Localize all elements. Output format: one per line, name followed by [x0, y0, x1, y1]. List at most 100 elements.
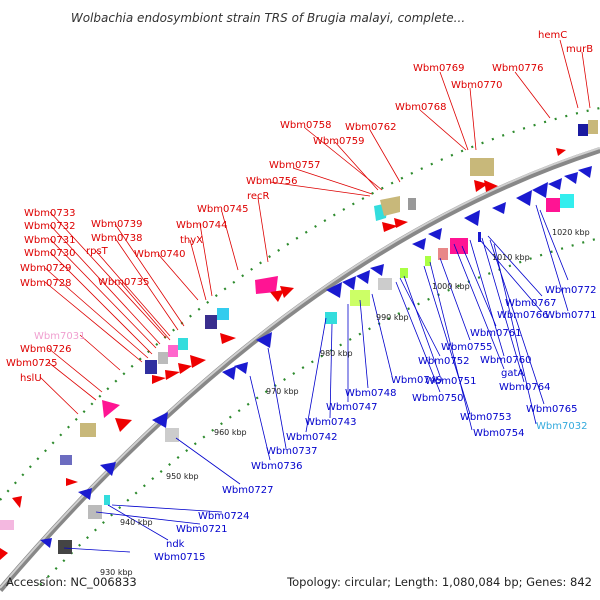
gene-block [516, 190, 532, 206]
accession-text: Accession: NC_006833 [6, 575, 137, 589]
gene-label: recR [247, 191, 270, 202]
gene-label: Wbm0770 [451, 80, 502, 91]
gene-label: thyX [180, 235, 203, 246]
topology-summary: Topology: circular; Length: 1,080,084 bp… [286, 575, 592, 589]
gene-block [152, 375, 166, 384]
gene-label: ndk [166, 539, 185, 550]
gene-block [356, 270, 370, 284]
gene-block [470, 158, 494, 176]
gene-label: Wbm0754 [473, 428, 524, 439]
gene-label: Wbm0742 [286, 432, 337, 443]
gene-label: Wbm0744 [176, 220, 227, 231]
gene-label: Wbm0725 [6, 358, 57, 369]
gene-label: Wbm0756 [246, 176, 297, 187]
gene-label: rpsT [86, 246, 109, 257]
gene-block [492, 202, 506, 214]
gene-label: hemC [538, 30, 567, 41]
gene-label: Wbm0758 [280, 120, 331, 131]
gene-block [428, 228, 442, 240]
gene-block [548, 178, 562, 190]
gene-block [325, 312, 337, 324]
gene-block [40, 538, 52, 548]
gene-block [102, 400, 120, 418]
kbp-label: 990 kbp [376, 313, 409, 322]
gene-block [12, 496, 22, 508]
gene-block [394, 218, 408, 228]
kbp-label: 1000 kbp [432, 282, 470, 291]
gene-block [158, 352, 168, 364]
gene-label: Wbm0729 [20, 263, 71, 274]
gene-label: Wbm0760 [480, 355, 531, 366]
gene-label: Wbm7032 [536, 421, 587, 432]
gene-block [342, 276, 356, 290]
gene-block [60, 455, 72, 465]
gene-block [152, 412, 168, 428]
gene-label: Wbm0737 [266, 446, 317, 457]
gene-block [560, 194, 574, 208]
kbp-label: 940 kbp [120, 518, 153, 527]
gene-block [564, 172, 578, 184]
gene-label: murB [566, 44, 593, 55]
genome-backbone-highlight [0, 147, 600, 589]
gene-label: Wbm0750 [412, 393, 463, 404]
gene-block [350, 290, 370, 306]
gene-block [532, 182, 548, 198]
gene-label: Wbm0721 [176, 524, 227, 535]
gene-block [190, 355, 206, 368]
gene-label: Wbm0747 [326, 402, 377, 413]
gene-block [0, 520, 14, 530]
gene-block [205, 315, 217, 329]
gene-label: gatA [501, 368, 524, 379]
kbp-label: 1020 kbp [552, 228, 590, 237]
gene-block [546, 198, 560, 212]
gene-block [578, 124, 588, 136]
gene-label: Wbm0753 [460, 412, 511, 423]
gene-label: Wbm0771 [545, 310, 596, 321]
gene-label: Wbm0715 [154, 552, 205, 563]
gene-block [100, 462, 116, 476]
genome-backbone [0, 147, 600, 592]
gene-label: Wbm0727 [222, 485, 273, 496]
gene-label: Wbm0765 [526, 404, 577, 415]
reverse-strand-features [40, 166, 592, 554]
kbp-label: 970 kbp [266, 387, 299, 396]
gene-label: Wbm0743 [305, 417, 356, 428]
gene-label: Wbm0726 [20, 344, 71, 355]
gene-block [382, 222, 398, 232]
gene-label: Wbm0769 [413, 63, 464, 74]
gene-block [400, 268, 408, 278]
gene-label: Wbm0761 [470, 328, 521, 339]
gene-block [168, 345, 178, 357]
gene-block [66, 478, 78, 486]
gene-block [408, 198, 416, 210]
reverse-leader-lines [63, 204, 569, 553]
gene-block [484, 180, 498, 192]
gene-label: Wbm0735 [98, 277, 149, 288]
forward-leader-lines [39, 39, 591, 415]
gene-block [178, 363, 192, 374]
gene-block [578, 166, 592, 178]
gene-block [450, 238, 468, 254]
gene-block [464, 210, 480, 226]
gene-label: hslU [20, 373, 42, 384]
forward-gene-labels: hemC murB Wbm0769 Wbm0776 Wbm0770 Wbm076… [6, 30, 593, 384]
gene-block [0, 548, 8, 560]
map-title: Wolbachia endosymbiont strain TRS of Bru… [71, 11, 465, 25]
gene-label: Wbm0724 [198, 511, 249, 522]
gene-block [425, 256, 431, 266]
gene-label: Wbm0767 [505, 298, 556, 309]
gene-label: Wbm0766 [497, 310, 548, 321]
gene-block [165, 428, 179, 442]
gene-block [234, 362, 248, 374]
gene-label: Wbm0740 [134, 249, 185, 260]
gene-block [255, 276, 278, 294]
gene-label: Wbm0748 [345, 388, 396, 399]
gene-block [370, 264, 384, 276]
kbp-tick-labels: 930 kbp 940 kbp 950 kbp 960 kbp 970 kbp … [100, 253, 530, 577]
gene-block [326, 282, 342, 298]
gene-label: Wbm0757 [269, 160, 320, 171]
gene-label: Wbm0776 [492, 63, 543, 74]
kbp-label: 960 kbp [214, 428, 247, 437]
